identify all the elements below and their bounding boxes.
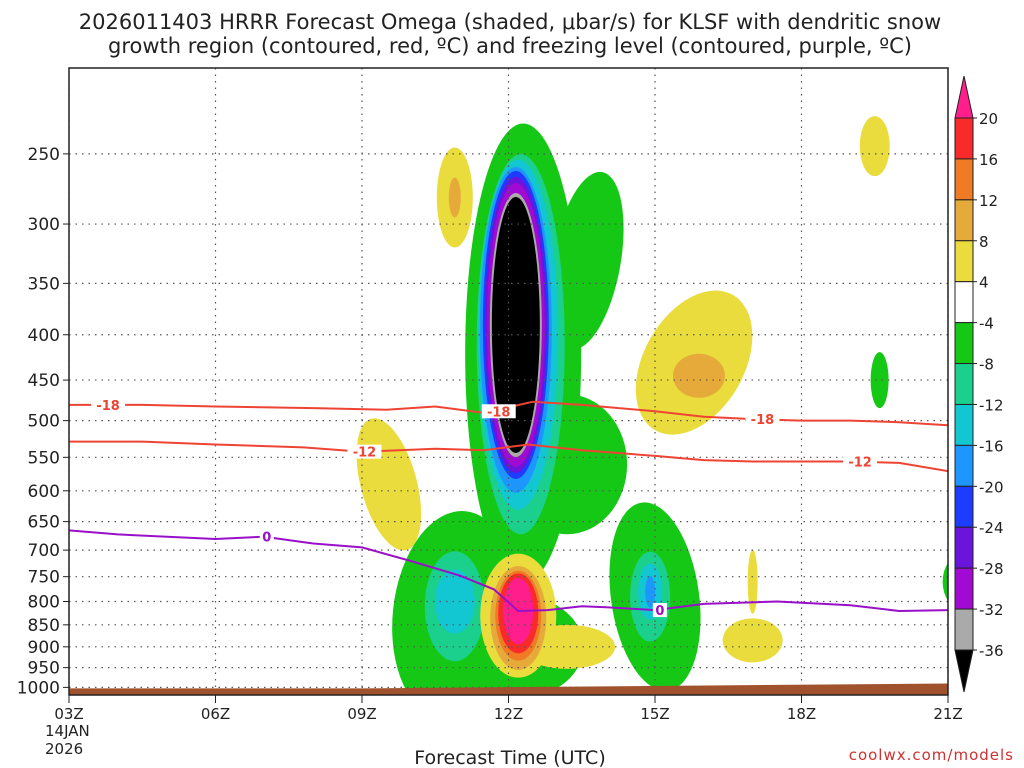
y-tick-label: 350 — [28, 274, 60, 294]
colorbar-label: -24 — [979, 519, 1004, 537]
colorbar-label: 16 — [979, 151, 998, 169]
colorbar-swatch — [954, 199, 974, 242]
colorbar: 20 16 12 8 4 -4 -8 -12 -16 -20 -24 -28 -32 -36 — [954, 75, 1004, 693]
x-tick-label: 15Z — [640, 705, 669, 723]
y-axis: 2503003504004505005506006507007508008509… — [17, 145, 69, 698]
colorbar-swatch — [954, 281, 974, 324]
x-axis: 03Z 06Z 09Z 12Z 15Z 18Z 21Z — [54, 695, 963, 723]
omega-shading — [356, 116, 948, 695]
contour-line-dendritic-upper — [69, 400, 948, 427]
omega-fill-black-core — [491, 197, 540, 454]
colorbar-swatch — [954, 526, 974, 569]
y-tick-label: 850 — [28, 616, 60, 636]
colorbar-label: -4 — [979, 315, 994, 333]
y-tick-label: 800 — [28, 593, 60, 613]
x-tick-label: 06Z — [201, 705, 230, 723]
omega-fill-yellow-far-right — [859, 116, 890, 177]
omega-fill-green-upper-right — [549, 171, 624, 350]
colorbar-label: -32 — [979, 601, 1004, 619]
colorbar-swatch — [954, 158, 974, 201]
contour-label-bg — [745, 412, 780, 427]
colorbar-swatch — [954, 444, 974, 487]
colorbar-label: 20 — [979, 110, 998, 128]
temperature-contours: -18 -18 -18 -12 -12 0 0 — [69, 397, 948, 619]
colorbar-label: -20 — [979, 478, 1004, 496]
x-tick-label: 12Z — [494, 705, 523, 723]
y-tick-label: 250 — [28, 145, 60, 165]
y-tick-label: 600 — [28, 482, 60, 502]
colorbar-label: -16 — [979, 437, 1004, 455]
contour-label: -12 — [353, 446, 377, 461]
omega-fill-green-small-c — [870, 352, 889, 409]
colorbar-swatch — [954, 117, 974, 160]
colorbar-swatch — [954, 608, 974, 651]
contour-line-dendritic-lower — [69, 440, 948, 473]
x-date-line2: 2026 — [45, 740, 83, 758]
contour-label-bg — [843, 454, 878, 469]
grid-lines — [69, 68, 948, 695]
x-tick-label: 18Z — [787, 705, 816, 723]
colorbar-label: 4 — [979, 274, 989, 292]
chart-title-line2: growth region (contoured, red, ºC) and f… — [108, 34, 912, 58]
terrain-layer — [69, 683, 948, 695]
y-tick-label: 750 — [28, 568, 60, 588]
x-axis-label: Forecast Time (UTC) — [414, 747, 605, 768]
colorbar-bottom-arrow — [954, 649, 974, 693]
y-tick-label: 400 — [28, 326, 60, 346]
colorbar-label: -28 — [979, 560, 1004, 578]
contour-label: -18 — [751, 413, 775, 428]
colorbar-label: -36 — [979, 642, 1004, 660]
contour-label-bg — [481, 404, 516, 419]
omega-fill-lightblue-low-right — [645, 575, 656, 608]
omega-fill-green-small-a — [942, 562, 948, 601]
omega-fill-orange-upper-left — [448, 177, 461, 218]
contour-label-bg — [652, 603, 667, 618]
colorbar-label: 8 — [979, 233, 989, 251]
x-tick-label: 03Z — [54, 705, 83, 723]
omega-fill-cyan-low-left — [434, 569, 475, 634]
chart-title-line1: 2026011403 HRRR Forecast Omega (shaded, … — [79, 10, 941, 34]
colorbar-swatch — [954, 403, 974, 446]
contour-label: -18 — [96, 399, 120, 414]
y-tick-label: 900 — [28, 638, 60, 658]
x-tick-label: 09Z — [347, 705, 376, 723]
contour-label: -18 — [487, 405, 511, 420]
terrain-fill — [69, 683, 948, 695]
colorbar-label: -8 — [979, 356, 994, 374]
credit-text: coolwx.com/models — [849, 746, 1014, 764]
y-tick-label: 500 — [28, 412, 60, 432]
colorbar-swatch — [954, 322, 974, 365]
y-tick-label: 650 — [28, 513, 60, 533]
omega-fill-yellow-thin-right — [747, 549, 758, 614]
y-tick-label: 1000 — [17, 678, 60, 698]
y-tick-label: 950 — [28, 659, 60, 679]
colorbar-top-arrow — [954, 75, 974, 119]
y-tick-label: 300 — [28, 215, 60, 235]
contour-label: 0 — [262, 531, 271, 546]
omega-fill-orange-mid-right — [672, 353, 725, 398]
x-date-line1: 14JAN — [45, 722, 90, 740]
x-tick-label: 21Z — [933, 705, 962, 723]
colorbar-swatch — [954, 240, 974, 283]
omega-fill-yellow-low-right — [722, 618, 783, 663]
contour-label: 0 — [655, 604, 664, 619]
y-tick-label: 450 — [28, 371, 60, 391]
contour-label-bg — [91, 397, 126, 412]
colorbar-label: -12 — [979, 396, 1004, 414]
omega-fill-green-sliver — [532, 676, 563, 687]
colorbar-swatch — [954, 567, 974, 610]
contour-label-bg — [347, 444, 382, 459]
colorbar-label: 12 — [979, 192, 998, 210]
y-tick-label: 700 — [28, 541, 60, 561]
colorbar-swatch — [954, 363, 974, 405]
colorbar-swatch — [954, 485, 974, 528]
contour-label: -12 — [848, 455, 872, 470]
contour-label-bg — [259, 529, 274, 544]
y-tick-label: 550 — [28, 448, 60, 468]
